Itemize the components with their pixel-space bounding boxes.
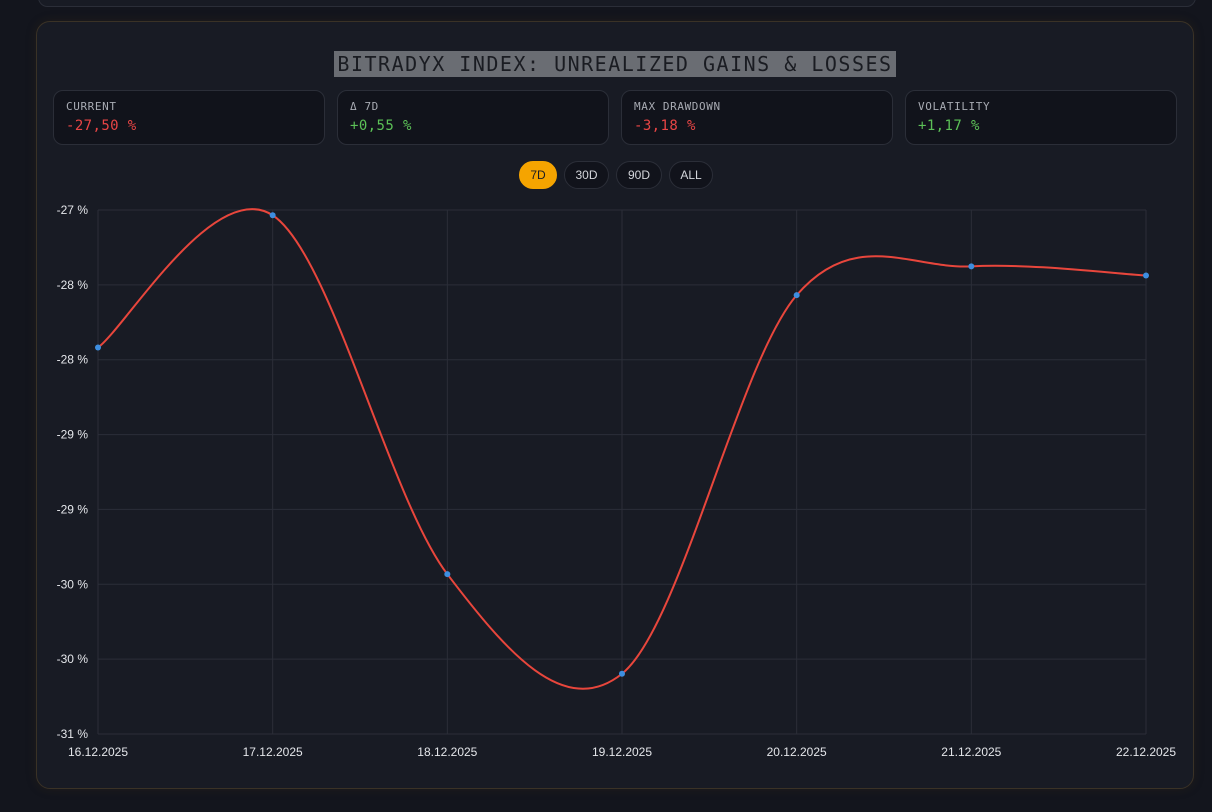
- data-point: [1143, 272, 1149, 279]
- stat-current-label: CURRENT: [66, 100, 117, 113]
- y-tick-label: -30 %: [57, 652, 89, 666]
- data-point: [793, 292, 800, 299]
- stat-volatility: VOLATILITY +1,17 %: [905, 90, 1177, 145]
- stat-current: CURRENT -27,50 %: [53, 90, 325, 145]
- x-tick-label: 17.12.2025: [243, 745, 303, 759]
- y-tick-label: -29 %: [57, 502, 89, 516]
- chart-title: BITRADYX INDEX: UNREALIZED GAINS & LOSSE…: [334, 51, 896, 77]
- stat-current-value: -27,50 %: [66, 118, 137, 134]
- data-point: [269, 212, 276, 219]
- x-tick-label: 19.12.2025: [592, 745, 652, 759]
- chart-panel: BITRADYX INDEX: UNREALIZED GAINS & LOSSE…: [36, 21, 1194, 789]
- stat-max-drawdown-value: -3,18 %: [634, 118, 696, 134]
- x-tick-label: 22.12.2025: [1116, 745, 1176, 759]
- data-point: [968, 263, 975, 270]
- stat-delta-7d-label: Δ 7D: [350, 100, 379, 113]
- range-all-button[interactable]: ALL: [669, 161, 713, 189]
- y-tick-label: -27 %: [57, 203, 89, 217]
- x-tick-label: 21.12.2025: [941, 745, 1001, 759]
- stat-max-drawdown: MAX DRAWDOWN -3,18 %: [621, 90, 893, 145]
- data-point: [444, 571, 451, 578]
- stat-max-drawdown-label: MAX DRAWDOWN: [634, 100, 721, 113]
- y-tick-label: -30 %: [57, 577, 89, 591]
- data-point: [95, 344, 101, 351]
- y-tick-label: -29 %: [57, 428, 89, 442]
- range-7d-button[interactable]: 7D: [519, 161, 557, 189]
- stat-delta-7d: Δ 7D +0,55 %: [337, 90, 609, 145]
- x-tick-label: 16.12.2025: [68, 745, 128, 759]
- range-30d-button[interactable]: 30D: [564, 161, 609, 189]
- y-tick-label: -28 %: [57, 353, 89, 367]
- x-tick-label: 18.12.2025: [417, 745, 477, 759]
- y-tick-label: -31 %: [57, 727, 89, 741]
- stat-volatility-value: +1,17 %: [918, 118, 980, 134]
- range-90d-button[interactable]: 90D: [616, 161, 662, 189]
- x-tick-label: 20.12.2025: [767, 745, 827, 759]
- y-tick-label: -28 %: [57, 278, 89, 292]
- data-point: [619, 670, 625, 677]
- stat-delta-7d-value: +0,55 %: [350, 118, 412, 134]
- stat-volatility-label: VOLATILITY: [918, 100, 991, 113]
